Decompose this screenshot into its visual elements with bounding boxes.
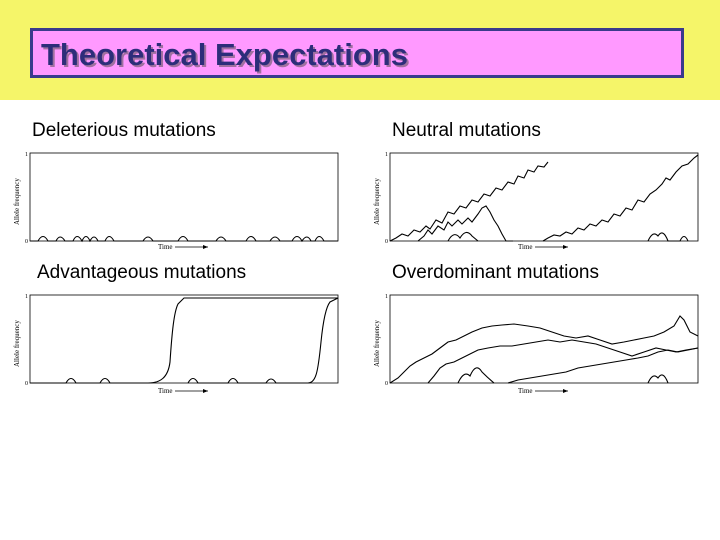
trajectories [30, 235, 338, 243]
y-bottom-tick: 0 [385, 381, 388, 387]
x-axis-label: Time [158, 243, 173, 251]
time-arrowhead [203, 389, 208, 393]
y-top-tick: 1 [385, 152, 388, 158]
x-axis-label: Time [518, 243, 533, 251]
slide-title: Theoretical Expectations [41, 37, 408, 72]
y-top-tick: 1 [25, 152, 28, 158]
plot-frame [389, 294, 699, 384]
title-box: Theoretical Expectations [30, 28, 684, 78]
panel-label-neutral: Neutral mutations [392, 120, 541, 141]
panel-label-advantageous: Advantageous mutations [37, 262, 247, 283]
panel-label-deleterious: Deleterious mutations [32, 120, 216, 141]
time-arrowhead [563, 389, 568, 393]
trajectories [389, 315, 699, 384]
plot-overdominant: 1 0 Allele frequency Time [368, 292, 703, 397]
y-top-tick: 1 [385, 294, 388, 300]
y-axis-label: Allele frequency [373, 178, 381, 225]
y-axis-label: Allele frequency [373, 320, 381, 367]
x-axis-label: Time [158, 387, 173, 395]
y-bottom-tick: 0 [25, 239, 28, 245]
time-arrowhead [203, 245, 208, 249]
y-axis-label: Allele frequency [13, 178, 21, 225]
time-arrowhead [563, 245, 568, 249]
y-bottom-tick: 0 [25, 381, 28, 387]
trajectories [30, 297, 339, 384]
plot-frame [29, 152, 339, 242]
plot-advantageous: 1 0 Allele frequency Time [8, 292, 343, 397]
y-bottom-tick: 0 [385, 239, 388, 245]
y-top-tick: 1 [25, 294, 28, 300]
plot-neutral: 1 0 Allele frequency Time [368, 150, 703, 255]
plot-frame [29, 294, 339, 384]
plot-deleterious: 1 0 Allele frequency Time [8, 150, 343, 255]
trajectories [389, 154, 699, 242]
x-axis-label: Time [518, 387, 533, 395]
panel-label-overdominant: Overdominant mutations [392, 262, 599, 283]
y-axis-label: Allele frequency [13, 320, 21, 367]
